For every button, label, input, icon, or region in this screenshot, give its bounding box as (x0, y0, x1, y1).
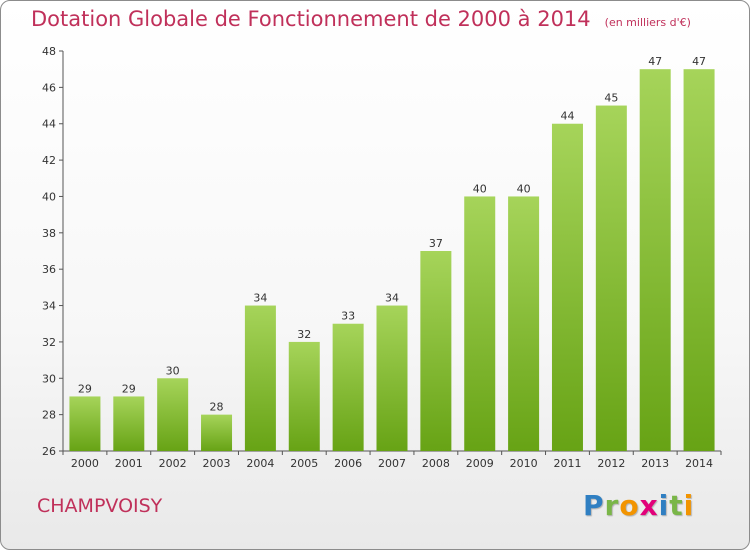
y-tick-label: 34 (42, 300, 56, 313)
bar-value-label: 45 (604, 92, 618, 105)
y-tick-label: 40 (42, 190, 56, 203)
x-tick-label: 2010 (510, 457, 538, 470)
x-tick-label: 2014 (685, 457, 713, 470)
bar (420, 251, 452, 451)
logo-letter: t (669, 489, 684, 522)
bar (639, 69, 671, 451)
logo-letter: r (604, 489, 620, 522)
data-labels: 29 2000 29 2001 30 2002 28 2003 34 2004 32 2005 33 20… (71, 55, 713, 470)
bar-value-label: 29 (78, 382, 92, 395)
x-tick-label: 2006 (334, 457, 362, 470)
bar (157, 378, 189, 451)
x-tick-label: 2013 (641, 457, 669, 470)
x-tick-label: 2011 (553, 457, 581, 470)
y-tick-label: 44 (42, 118, 56, 131)
y-tick-label: 42 (42, 154, 56, 167)
bar (551, 123, 583, 452)
bar (683, 69, 715, 451)
y-tick-label: 36 (42, 263, 56, 276)
logo-letter: x (639, 489, 659, 522)
bar-value-label: 40 (517, 182, 531, 195)
y-tick-label: 28 (42, 409, 56, 422)
bar-value-label: 34 (385, 292, 399, 305)
y-tick-label: 48 (42, 45, 56, 58)
bar (332, 323, 364, 451)
x-tick-label: 2003 (203, 457, 231, 470)
y-tick-label: 32 (42, 336, 56, 349)
bar (244, 305, 276, 451)
bar-value-label: 47 (692, 55, 706, 68)
bar (464, 196, 496, 451)
y-tick-label: 26 (42, 445, 56, 458)
bar (288, 341, 320, 451)
bar (595, 105, 627, 451)
logo-letter: P (583, 489, 605, 522)
logo-letter: i (683, 489, 695, 522)
x-tick-label: 2012 (597, 457, 625, 470)
x-tick-label: 2005 (290, 457, 318, 470)
chart-unit: (en milliers d'€) (604, 16, 691, 29)
x-tick-label: 2004 (246, 457, 274, 470)
bar (69, 396, 101, 451)
logo-letter: o (619, 489, 640, 522)
bar-value-label: 30 (166, 364, 180, 377)
bar-value-label: 40 (473, 182, 487, 195)
bar-value-label: 28 (210, 401, 224, 414)
x-tick-label: 2001 (115, 457, 143, 470)
bar (201, 414, 233, 451)
axes: 26 28 30 32 34 36 38 40 42 44 46 48 (42, 45, 722, 458)
chart-title-text: Dotation Globale de Fonctionnement de 20… (31, 7, 591, 31)
x-tick-label: 2007 (378, 457, 406, 470)
bar (376, 305, 408, 451)
x-tick-label: 2000 (71, 457, 99, 470)
bars (69, 69, 715, 452)
bar-value-label: 37 (429, 237, 443, 250)
proxiti-logo: Proxiti (583, 489, 694, 522)
bar-value-label: 47 (648, 55, 662, 68)
logo-letter: i (658, 489, 670, 522)
x-tick-label: 2009 (466, 457, 494, 470)
y-tick-label: 38 (42, 227, 56, 240)
place-name: CHAMPVOISY (37, 495, 163, 517)
bar-value-label: 29 (122, 382, 136, 395)
chart-title: Dotation Globale de Fonctionnement de 20… (31, 7, 691, 31)
bar (508, 196, 540, 451)
y-tick-label: 30 (42, 372, 56, 385)
x-tick-label: 2002 (159, 457, 187, 470)
x-tick-label: 2008 (422, 457, 450, 470)
bar-value-label: 32 (297, 328, 311, 341)
bar-value-label: 33 (341, 310, 355, 323)
bar (113, 396, 145, 451)
y-tick-label: 46 (42, 81, 56, 94)
bar-value-label: 44 (560, 110, 574, 123)
bar-value-label: 34 (253, 292, 267, 305)
